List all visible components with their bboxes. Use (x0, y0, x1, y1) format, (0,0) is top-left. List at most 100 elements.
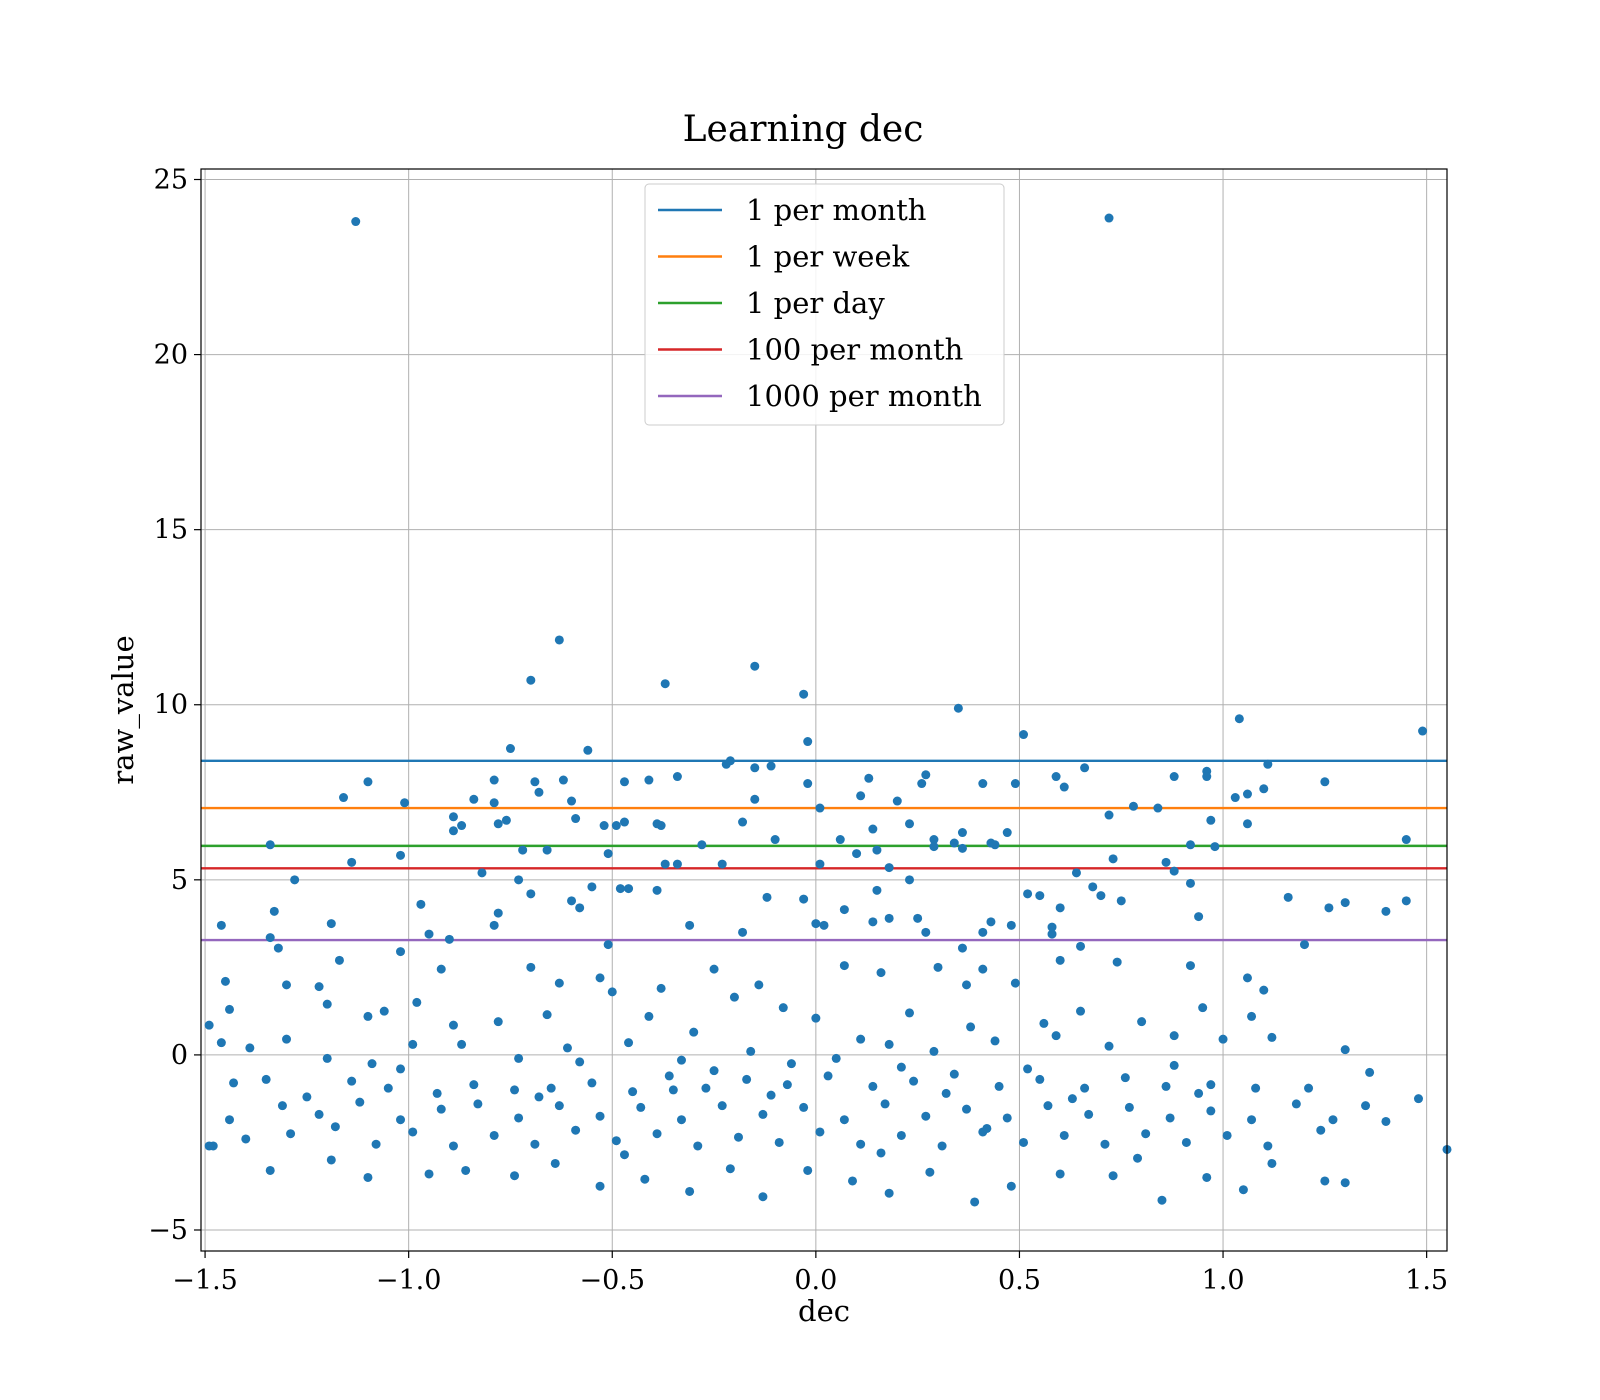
data-point (1055, 903, 1065, 913)
data-point (799, 1102, 809, 1112)
data-point (1401, 896, 1411, 906)
data-point (1320, 777, 1330, 787)
data-point (599, 821, 609, 831)
data-point (892, 796, 902, 806)
data-point (1035, 891, 1045, 901)
data-point (603, 940, 613, 950)
data-point (660, 859, 670, 869)
data-point (493, 908, 503, 918)
data-point (697, 840, 707, 850)
data-point (733, 1132, 743, 1142)
y-tick-label: 20 (154, 340, 188, 371)
data-point (766, 761, 776, 771)
data-point (778, 1003, 788, 1013)
data-point (204, 1020, 214, 1030)
data-point (1002, 828, 1012, 838)
legend: 1 per month 1 per week 1 per day 100 per mo… (644, 183, 1005, 426)
data-point (436, 1104, 446, 1114)
data-point (941, 1088, 951, 1098)
data-point (1251, 1083, 1261, 1093)
data-point (819, 920, 829, 930)
data-point (526, 675, 536, 685)
data-point (746, 1046, 756, 1056)
data-point (949, 1069, 959, 1079)
data-point (1055, 1169, 1065, 1179)
data-point (1141, 1129, 1151, 1139)
data-point (929, 1046, 939, 1056)
data-point (1019, 1137, 1029, 1147)
data-point (1218, 1034, 1228, 1044)
data-point (229, 1078, 239, 1088)
data-point (583, 745, 593, 755)
data-point (1071, 868, 1081, 878)
data-point (363, 1011, 373, 1021)
data-point (355, 1097, 365, 1107)
data-point (636, 1102, 646, 1112)
data-point (1023, 889, 1033, 899)
data-point (672, 859, 682, 869)
data-point (913, 913, 923, 923)
data-point (909, 1076, 919, 1086)
data-point (510, 1085, 520, 1095)
data-point (957, 843, 967, 853)
data-point (856, 1034, 866, 1044)
data-point (693, 1141, 703, 1151)
y-tick-label: 0 (171, 1040, 188, 1071)
data-point (587, 1078, 597, 1088)
data-point (758, 1109, 768, 1119)
data-point (269, 906, 279, 916)
data-point (1242, 819, 1252, 829)
data-point (367, 1059, 377, 1069)
data-point (314, 1109, 324, 1119)
data-point (839, 1115, 849, 1125)
data-point (1124, 1102, 1134, 1112)
data-point (921, 927, 931, 937)
data-point (546, 1083, 556, 1093)
data-point (929, 835, 939, 845)
data-point (1169, 1060, 1179, 1070)
data-point (1267, 1158, 1277, 1168)
data-point (1096, 891, 1106, 901)
data-point (408, 1127, 418, 1137)
data-point (1133, 1153, 1143, 1163)
data-point (619, 777, 629, 787)
data-point (265, 840, 275, 850)
legend-box (644, 183, 1005, 426)
data-point (815, 859, 825, 869)
data-point (1035, 1074, 1045, 1084)
y-tick-label: 5 (171, 865, 188, 896)
data-point (261, 1074, 271, 1084)
x-tick-label: 1.5 (1405, 1265, 1448, 1296)
data-point (282, 980, 292, 990)
data-point (1051, 1031, 1061, 1041)
data-point (1185, 961, 1195, 971)
data-point (770, 835, 780, 845)
data-point (526, 889, 536, 899)
data-point (876, 968, 886, 978)
data-point (1104, 1041, 1114, 1051)
data-point (571, 814, 581, 824)
data-point (962, 1104, 972, 1114)
data-point (701, 1083, 711, 1093)
data-point (685, 920, 695, 930)
data-point (905, 819, 915, 829)
plot-frame (200, 168, 1448, 1252)
data-point (811, 919, 821, 929)
data-point (1291, 1099, 1301, 1109)
data-point (489, 775, 499, 785)
data-point (717, 859, 727, 869)
data-point (530, 777, 540, 787)
data-point (1340, 1045, 1350, 1055)
data-point (652, 885, 662, 895)
data-point (1304, 1083, 1314, 1093)
data-point (1006, 1181, 1016, 1191)
data-point (1381, 906, 1391, 916)
data-point (1202, 772, 1212, 782)
data-point (619, 1150, 629, 1160)
data-point (880, 1099, 890, 1109)
data-point (905, 875, 915, 885)
data-points (204, 213, 1452, 1207)
data-point (1230, 793, 1240, 803)
data-point (1381, 1116, 1391, 1126)
data-point (575, 903, 585, 913)
